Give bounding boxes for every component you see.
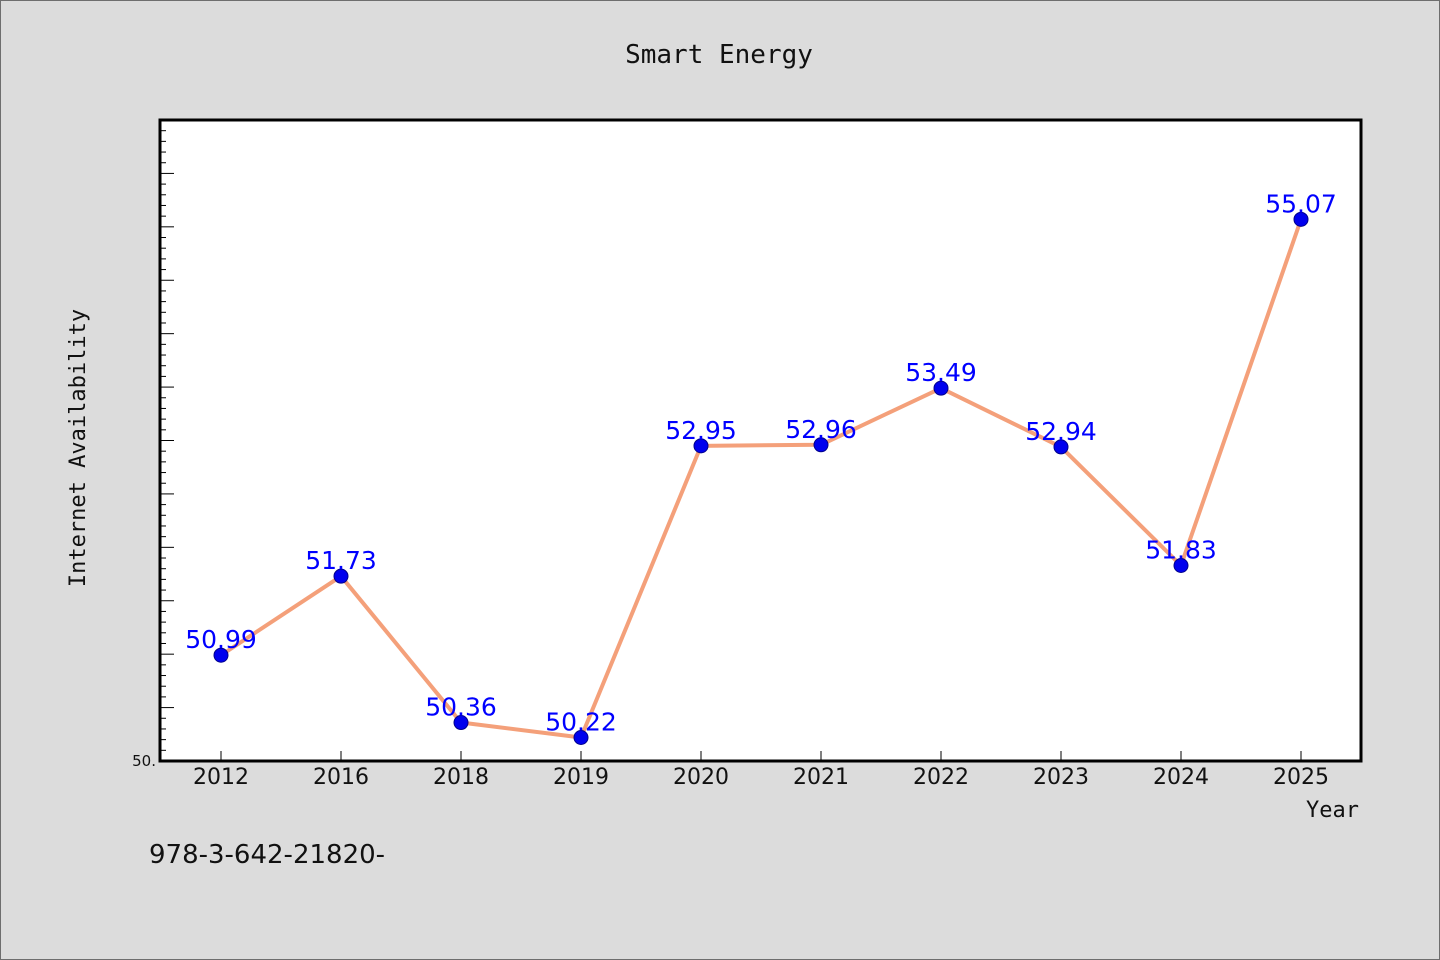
data-label: 50.36 — [425, 693, 497, 722]
data-point — [333, 568, 349, 584]
data-labels-layer: 50.99 51.73 50.36 50.22 52.95 52.96 53.49 52.94… — [185, 189, 1337, 736]
chart-title: Smart Energy — [625, 40, 813, 70]
data-point — [693, 438, 709, 454]
data-label: 53.49 — [905, 358, 977, 387]
footnote-text: 978-3-642-21820- — [149, 840, 385, 870]
plot-area — [160, 120, 1361, 761]
data-label: 52.95 — [665, 416, 737, 445]
plot-frame — [158, 118, 1363, 763]
x-tick-label: 2016 — [313, 765, 369, 790]
x-tick-label: 2021 — [793, 765, 849, 790]
x-tick-label: 2025 — [1273, 765, 1329, 790]
data-point — [1173, 557, 1189, 573]
data-label: 50.99 — [185, 625, 257, 654]
data-label: 52.94 — [1025, 417, 1097, 446]
data-point — [573, 729, 589, 745]
x-tick-label: 2022 — [913, 765, 969, 790]
x-tick-label: 2019 — [553, 765, 609, 790]
x-tick-label: 2020 — [673, 765, 729, 790]
data-point — [213, 647, 229, 663]
data-point — [933, 380, 949, 396]
data-point — [1053, 439, 1069, 455]
x-tick-label: 2024 — [1153, 765, 1209, 790]
x-axis-title: Year — [1306, 798, 1359, 823]
x-axis-ticks: 2012 2016 2018 2019 2020 2021 2022 2023 2024 2025 — [193, 751, 1329, 790]
series-layer — [213, 211, 1309, 745]
data-point — [1293, 211, 1309, 227]
data-label: 50.22 — [545, 707, 617, 736]
data-point — [453, 715, 469, 731]
series-line — [219, 217, 1303, 740]
y-axis-title: Internet Availability — [66, 309, 91, 587]
x-tick-label: 2012 — [193, 765, 249, 790]
data-label: 51.83 — [1145, 535, 1217, 564]
data-label: 52.96 — [785, 415, 857, 444]
data-label: 55.07 — [1265, 189, 1337, 218]
data-label: 51.73 — [305, 546, 377, 575]
y-tick-label: 50. — [132, 752, 156, 770]
x-tick-label: 2023 — [1033, 765, 1089, 790]
x-tick-label: 2018 — [433, 765, 489, 790]
data-point — [813, 437, 829, 453]
